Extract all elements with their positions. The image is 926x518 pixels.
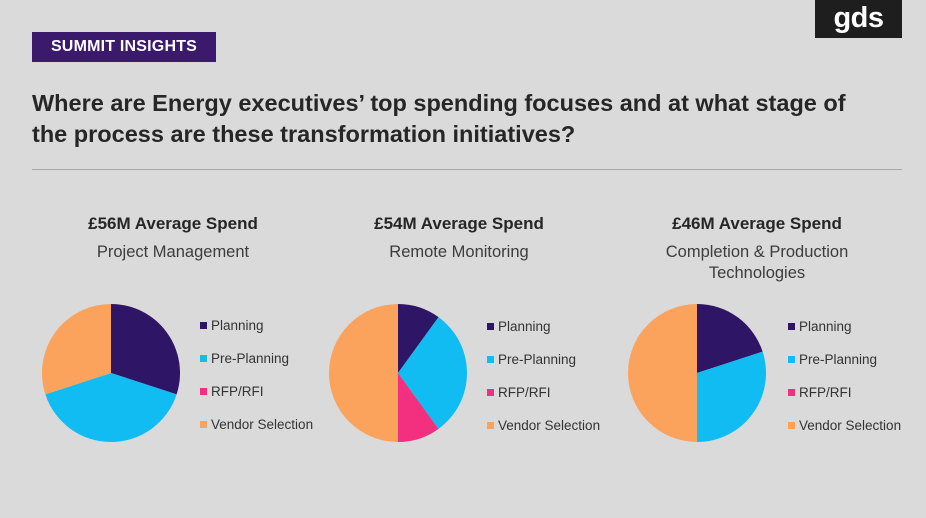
legend-label: Pre-Planning	[211, 350, 290, 366]
legend-project-management: Planning Pre-Planning RFP/RFI Vendor Sel…	[200, 317, 313, 449]
pie-slice-pre-planning	[45, 373, 177, 442]
legend-swatch-rfp-rfi	[788, 388, 795, 396]
pie-slice-vendor-selection	[628, 304, 697, 442]
gds-logo: gds	[815, 0, 902, 38]
legend-label: RFP/RFI	[498, 384, 551, 400]
legend-swatch-planning	[200, 321, 207, 329]
legend-item-planning: Planning	[487, 318, 600, 334]
pie-slice-pre-planning	[697, 351, 766, 442]
legend-swatch-rfp-rfi	[200, 387, 207, 395]
legend-item-pre-planning: Pre-Planning	[200, 350, 313, 366]
legend-swatch-vendor-selection	[788, 421, 795, 429]
average-spend-title: £46M Average Spend	[672, 214, 842, 233]
legend-swatch-planning	[487, 322, 494, 330]
summit-insights-badge: SUMMIT INSIGHTS	[32, 32, 216, 62]
legend-item-rfp-rfi: RFP/RFI	[200, 383, 313, 399]
legend-swatch-rfp-rfi	[487, 388, 494, 396]
pie-slice-planning	[697, 304, 763, 373]
legend-item-vendor-selection: Vendor Selection	[788, 417, 901, 433]
category-subtitle: Project Management	[96, 243, 250, 261]
legend-completion-production: Planning Pre-Planning RFP/RFI Vendor Sel…	[788, 318, 901, 450]
legend-label: Planning	[211, 317, 264, 333]
pie-chart-completion-production	[628, 304, 766, 442]
legend-item-vendor-selection: Vendor Selection	[487, 417, 600, 433]
legend-swatch-planning	[788, 322, 795, 330]
legend-item-rfp-rfi: RFP/RFI	[487, 384, 600, 400]
average-spend-title: £54M Average Spend	[374, 214, 544, 233]
divider	[32, 169, 902, 170]
legend-item-planning: Planning	[788, 318, 901, 334]
pie-slice-planning	[111, 304, 180, 395]
legend-label: Pre-Planning	[799, 351, 878, 367]
legend-label: RFP/RFI	[799, 384, 852, 400]
category-subtitle: Remote Monitoring	[389, 243, 529, 261]
pie-chart-remote-monitoring	[329, 304, 467, 442]
pie-chart-project-management	[41, 304, 180, 442]
legend-item-vendor-selection: Vendor Selection	[200, 416, 313, 432]
average-spend-title: £56M Average Spend	[88, 214, 258, 233]
legend-swatch-pre-planning	[200, 354, 207, 362]
legend-label: Vendor Selection	[799, 417, 902, 433]
legend-item-rfp-rfi: RFP/RFI	[788, 384, 901, 400]
pie-slice-rfp-rfi	[398, 373, 439, 442]
legend-item-pre-planning: Pre-Planning	[788, 351, 901, 367]
legend-item-pre-planning: Pre-Planning	[487, 351, 600, 367]
pie-slice-vendor-selection	[329, 304, 398, 442]
legend-label: Vendor Selection	[498, 417, 601, 433]
legend-label: RFP/RFI	[211, 383, 264, 399]
legend-label: Planning	[498, 318, 551, 334]
legend-swatch-vendor-selection	[487, 421, 494, 429]
legend-swatch-pre-planning	[788, 355, 795, 363]
legend-label: Pre-Planning	[498, 351, 577, 367]
legend-remote-monitoring: Planning Pre-Planning RFP/RFI Vendor Sel…	[487, 318, 600, 450]
legend-label: Planning	[799, 318, 852, 334]
legend-label: Vendor Selection	[211, 416, 314, 432]
legend-item-planning: Planning	[200, 317, 313, 333]
legend-swatch-pre-planning	[487, 355, 494, 363]
category-subtitle: Completion & Production Technologies	[665, 243, 849, 282]
pie-slice-planning	[398, 304, 439, 373]
legend-swatch-vendor-selection	[200, 420, 207, 428]
page-headline: Where are Energy executives’ top spendin…	[32, 90, 846, 147]
pie-slice-vendor-selection	[41, 304, 111, 395]
pie-slice-pre-planning	[398, 317, 467, 429]
